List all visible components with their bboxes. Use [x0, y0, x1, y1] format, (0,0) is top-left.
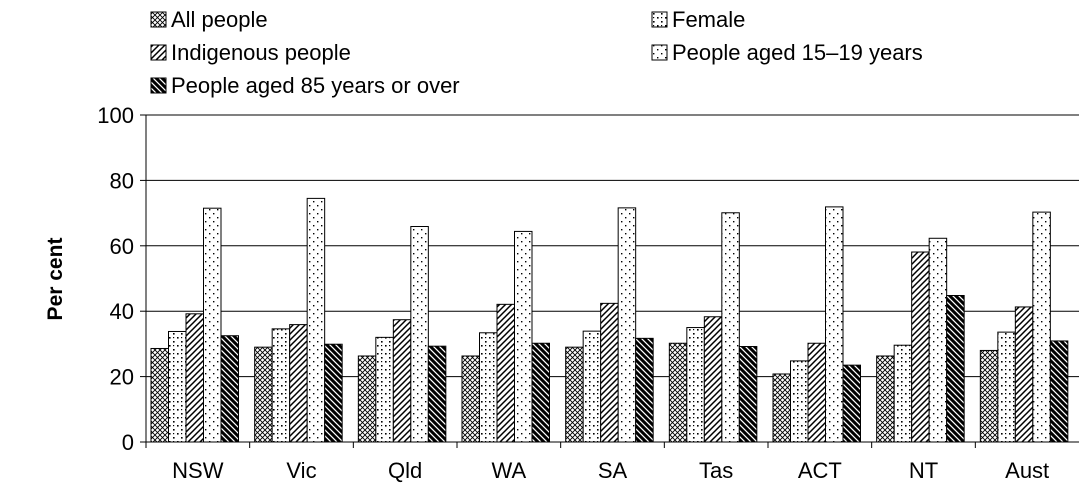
bar-nsw-people-aged-85-years-or-over: [220, 335, 239, 443]
x-tick-label-wa: WA: [492, 458, 527, 483]
bar-nsw-all-people: [150, 347, 169, 443]
legend-swatch-people-aged-85-years-or-over: [150, 77, 167, 94]
legend-label-people-aged-85-years-or-over: People aged 85 years or over: [171, 73, 460, 98]
bar-act-people-aged-15-19-years: [825, 206, 844, 443]
bar-aust-people-aged-85-years-or-over: [1049, 340, 1069, 443]
x-tick-label-aust: Aust: [1005, 458, 1049, 483]
bar-tas-people-aged-15-19-years: [721, 212, 740, 443]
bar-nt-all-people: [876, 355, 895, 443]
x-tick-label-tas: Tas: [699, 458, 733, 483]
bar-qld-people-aged-85-years-or-over: [427, 345, 447, 443]
bar-nsw-female: [168, 330, 187, 443]
bar-vic-all-people: [254, 346, 273, 443]
bar-aust-female: [997, 331, 1016, 443]
x-tick-label-nt: NT: [909, 458, 938, 483]
bar-qld-all-people: [357, 355, 377, 443]
x-tick-label-nsw: NSW: [172, 458, 224, 483]
y-axis-title: Per cent: [44, 238, 67, 321]
bar-tas-female: [686, 327, 705, 443]
bar-nt-people-aged-15-19-years: [928, 237, 948, 443]
bar-nt-people-aged-85-years-or-over: [946, 295, 965, 443]
legend-label-all-people: All people: [171, 7, 268, 32]
bar-aust-people-aged-15-19-years: [1032, 211, 1051, 443]
bar-vic-people-aged-15-19-years: [306, 197, 326, 443]
bar-vic-female: [271, 328, 291, 443]
bar-wa-people-aged-15-19-years: [514, 230, 533, 443]
bar-vic-people-aged-85-years-or-over: [324, 343, 343, 443]
y-tick-label-60: 60: [110, 234, 134, 259]
ticks: 0 20 40 60 80 100 NSW Vic Qld WA SA Tas ACT NT Aust: [97, 103, 1049, 483]
bar-sa-female: [582, 330, 602, 443]
legend-swatch-indigenous-people: [150, 44, 167, 61]
bars: [150, 197, 1069, 443]
bar-qld-indigenous-people: [392, 319, 412, 443]
bar-wa-people-aged-85-years-or-over: [531, 342, 550, 443]
legend-label-indigenous-people: Indigenous people: [171, 40, 351, 65]
bar-sa-people-aged-15-19-years: [617, 207, 637, 443]
bar-nsw-people-aged-15-19-years: [203, 207, 222, 443]
bar-act-people-aged-85-years-or-over: [842, 364, 861, 443]
bar-wa-indigenous-people: [496, 303, 515, 443]
bar-act-all-people: [772, 373, 791, 443]
bar-wa-all-people: [461, 355, 480, 443]
y-tick-label-20: 20: [110, 365, 134, 390]
y-tick-label-0: 0: [122, 430, 134, 455]
legend-label-female: Female: [672, 7, 745, 32]
x-tick-label-act: ACT: [798, 458, 842, 483]
bar-aust-all-people: [979, 349, 999, 443]
bar-qld-people-aged-15-19-years: [410, 226, 429, 443]
x-tick-label-sa: SA: [598, 458, 628, 483]
legend-swatch-female: [651, 11, 668, 28]
bar-tas-all-people: [668, 342, 688, 443]
y-tick-label-80: 80: [110, 168, 134, 193]
bar-act-female: [790, 360, 809, 443]
bar-vic-indigenous-people: [289, 324, 308, 443]
bar-sa-indigenous-people: [600, 302, 619, 443]
bar-nsw-indigenous-people: [185, 313, 204, 443]
bar-nt-indigenous-people: [911, 251, 930, 443]
bar-tas-indigenous-people: [703, 316, 723, 443]
bar-wa-female: [479, 332, 498, 443]
y-tick-label-100: 100: [97, 103, 134, 128]
bar-sa-all-people: [565, 346, 584, 443]
bar-nt-female: [893, 344, 913, 443]
y-tick-label-40: 40: [110, 299, 134, 324]
bar-tas-people-aged-85-years-or-over: [738, 346, 758, 443]
bar-qld-female: [375, 336, 394, 443]
bar-aust-indigenous-people: [1014, 306, 1034, 443]
legend: All people Female Indigenous people People …: [150, 7, 923, 98]
legend-label-people-aged-15-19-years: People aged 15–19 years: [672, 40, 923, 65]
bar-act-indigenous-people: [807, 342, 826, 443]
x-tick-label-vic: Vic: [286, 458, 316, 483]
legend-swatch-people-aged-15-19-years: [651, 44, 668, 61]
bar-sa-people-aged-85-years-or-over: [635, 337, 654, 443]
axes: [145, 115, 1079, 443]
x-tick-label-qld: Qld: [388, 458, 422, 483]
legend-swatch-all-people: [150, 11, 167, 28]
